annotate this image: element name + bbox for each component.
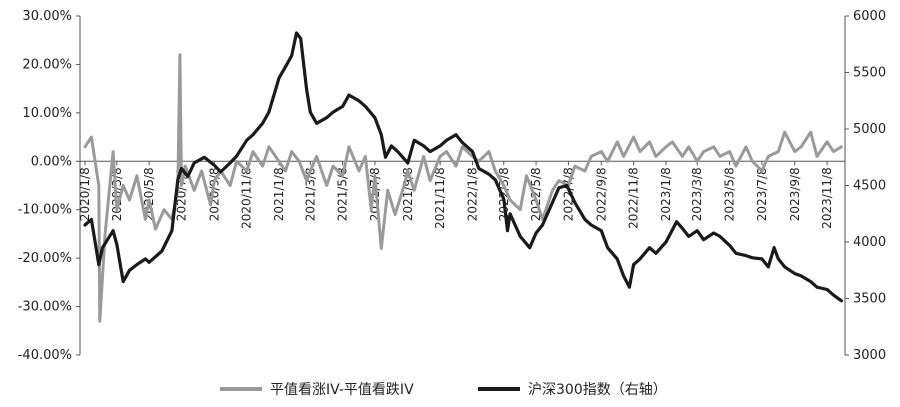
x-tick-label: 2023/7/8 bbox=[755, 167, 769, 221]
x-tick-label: 2023/3/8 bbox=[690, 167, 704, 221]
left-tick-label: 0.00% bbox=[31, 154, 72, 169]
x-tick-label: 2020/9/8 bbox=[207, 167, 221, 221]
x-tick-label: 2022/1/8 bbox=[465, 167, 479, 221]
right-axis: 3000 3500 4000 4500 5000 5500 6000 bbox=[844, 9, 886, 363]
legend-label: 平值看涨IV-平值看跌IV bbox=[270, 382, 414, 398]
x-tick-label: 2021/11/8 bbox=[433, 167, 447, 229]
x-tick-label: 2022/11/8 bbox=[627, 167, 641, 229]
x-tick-label: 2021/5/8 bbox=[336, 167, 350, 221]
x-tick-label: 2023/1/8 bbox=[659, 167, 673, 221]
left-tick-label: 10.00% bbox=[22, 106, 72, 121]
series-layer bbox=[83, 31, 844, 323]
right-tick-label: 6000 bbox=[853, 9, 886, 24]
x-tick-label: 2023/11/8 bbox=[820, 167, 834, 229]
series-line-iv-spread bbox=[83, 53, 843, 323]
legend: 平值看涨IV-平值看跌IV 沪深300指数（右轴） bbox=[220, 382, 667, 398]
right-tick-label: 3000 bbox=[853, 348, 886, 363]
x-tick-label: 2022/9/8 bbox=[594, 167, 608, 221]
left-tick-label: -10.00% bbox=[18, 203, 72, 218]
x-tick-label: 2020/11/8 bbox=[240, 167, 254, 229]
right-tick-label: 3500 bbox=[853, 292, 886, 307]
x-tick-label: 2023/5/8 bbox=[723, 167, 737, 221]
x-axis: 2020/1/8 2020/3/8 2020/5/8 2020/7/8 2020/9/8… bbox=[78, 160, 845, 229]
left-tick-label: -40.00% bbox=[18, 348, 72, 363]
left-tick-label: 20.00% bbox=[22, 57, 72, 72]
right-tick-label: 5000 bbox=[853, 122, 886, 137]
left-tick-label: -20.00% bbox=[18, 251, 72, 266]
x-tick-label: 2021/1/8 bbox=[272, 167, 286, 221]
right-tick-label: 5500 bbox=[853, 66, 886, 81]
x-tick-label: 2020/5/8 bbox=[142, 167, 156, 221]
x-tick-label: 2023/9/8 bbox=[788, 167, 802, 221]
right-tick-label: 4000 bbox=[853, 235, 886, 250]
series-line-csi300 bbox=[83, 31, 844, 303]
x-tick-label: 2022/7/8 bbox=[561, 167, 575, 221]
left-axis: -40.00% -30.00% -20.00% -10.00% 0.00% 10.00% 2… bbox=[18, 9, 81, 363]
x-tick-label: 2020/1/8 bbox=[78, 167, 92, 221]
left-tick-label: 30.00% bbox=[22, 9, 72, 24]
left-tick-label: -30.00% bbox=[18, 300, 72, 315]
right-tick-label: 4500 bbox=[853, 179, 886, 194]
legend-label: 沪深300指数（右轴） bbox=[528, 382, 667, 398]
